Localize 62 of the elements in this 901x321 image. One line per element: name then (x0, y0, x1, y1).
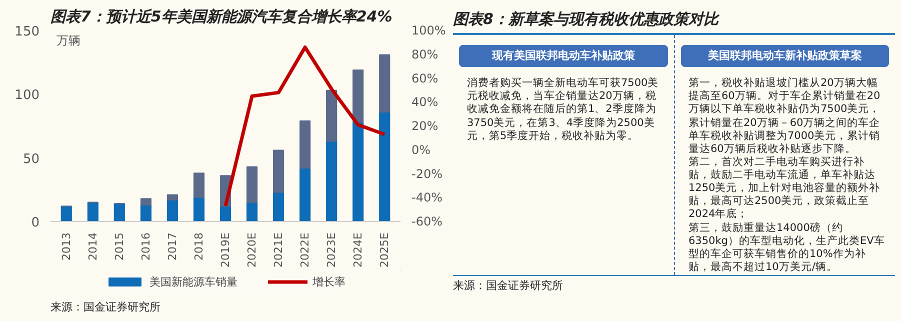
text: 第一，税收补贴退坡门槛从20万辆大幅提高至60万辆。对于车企累计销量在20万辆以下单车税收补贴仍为7500美元，累计销量在20万辆－60万辆之间的车企单车税收补贴调整为7000美元，累计销量达60万辆后税收补贴逐步下降。 (688, 77, 882, 156)
bar (326, 140, 338, 222)
x-tick-label: 2019E (219, 232, 232, 268)
x-tick-label: 2015 (112, 232, 126, 260)
text: 第二，首次对二手电动车购买进行补贴，鼓励二手电动车流通，单车补贴达1250美元，加上针对电池容量的额外补贴，最高可达2500美元，政策截止至2024年底； (688, 156, 882, 222)
bar (300, 168, 311, 222)
chart-title: 图表7：预计近5年美国新能源汽车复合增长率24% (50, 8, 392, 26)
bar (326, 90, 338, 142)
x-tick-label: 2017 (166, 232, 179, 260)
bar (193, 196, 205, 222)
x-tick-label: 2020E (246, 232, 259, 268)
bar (379, 111, 390, 222)
line-series (224, 45, 386, 208)
legend-label: 美国新能源车销量 (150, 274, 238, 289)
x-tick-label: 2024E (352, 232, 365, 268)
y-tick-label: 100 (14, 88, 40, 104)
x-tick-label: 2018 (192, 232, 206, 260)
bar (220, 206, 232, 222)
bar (272, 192, 284, 222)
y2-tick-label: -60% (412, 214, 443, 228)
x-tick-label: 2025E (378, 232, 392, 268)
y2-tick-label: 60% (412, 71, 438, 86)
source-note: 来源：国金证券研究所 (453, 275, 895, 294)
y2-tick-label: 100% (412, 24, 446, 38)
bar (166, 194, 178, 200)
y2-tick-label: 80% (412, 47, 438, 62)
text: 第三，鼓励重量达14000磅（约6350kg）的车型电动化，生产此类EV车型的车企可获车销售价的10%作为补贴，最高不超过10万美元/辆。 (688, 222, 885, 274)
legend-label: 增长率 (312, 274, 346, 289)
y-axis-title: 万辆 (56, 34, 80, 48)
x-tick-label: 2021E (272, 232, 286, 268)
x-tick-label: 2013 (60, 232, 73, 260)
bar (379, 54, 390, 112)
bar (246, 166, 258, 203)
bar (272, 150, 284, 193)
source-note: 来源：国金证券研究所 (50, 300, 160, 314)
bar (114, 203, 125, 222)
text: 消费者购买一辆全新电动车可获7500美元税收减免，当车企销量达20万辆，税收减免金额将在随后的第1、2季度降为3750美元，在第3、4季度降为2500美元，第5季度开始，税收补贴为零。 (467, 77, 660, 143)
x-tick-label: 2022E (298, 232, 312, 268)
bar (140, 204, 152, 222)
text: 图表8：新草案与现有税收优惠政策对比 (453, 5, 895, 36)
bar (352, 122, 364, 222)
bar (300, 120, 311, 169)
y2-tick-label: -40% (412, 190, 443, 205)
text: 现有美国联邦电动车补贴政策 (459, 45, 668, 68)
bar (140, 198, 152, 206)
text: 美国联邦电动车新补贴政策草案 (680, 45, 889, 68)
x-tick-label: 2023E (325, 232, 338, 268)
bar (193, 172, 205, 198)
y2-tick-label: -20% (412, 166, 443, 181)
bar (60, 206, 72, 222)
bar (246, 202, 258, 222)
bar (87, 202, 98, 222)
y2-tick-label: 20% (412, 119, 438, 133)
y-tick-label: 50 (22, 152, 40, 167)
bar (352, 69, 364, 123)
x-tick-label: 2014 (86, 232, 100, 260)
y-tick-label: 0 (31, 216, 40, 230)
y2-tick-label: 0% (412, 142, 431, 157)
y2-tick-label: 40% (412, 95, 438, 110)
bar (166, 199, 178, 222)
y-tick-label: 150 (14, 24, 40, 40)
x-tick-label: 2016 (139, 232, 152, 260)
